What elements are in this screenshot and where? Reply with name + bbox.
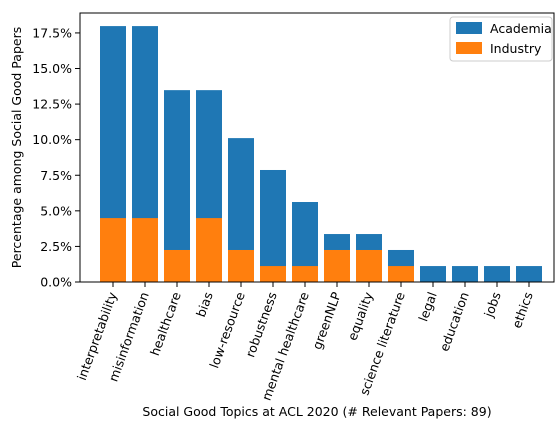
bar-academia-legal xyxy=(420,266,446,282)
bars xyxy=(100,26,542,283)
x-tick-label: bias xyxy=(193,290,216,319)
y-tick-label: 2.5% xyxy=(40,239,72,254)
x-axis: interpretabilitymisinformationhealthcare… xyxy=(74,282,536,403)
bar-industry-robustness xyxy=(260,266,286,282)
bar-industry-equality xyxy=(356,249,382,282)
x-tick-label: jobs xyxy=(481,290,504,320)
x-tick-label: robustness xyxy=(242,290,279,359)
y-tick-label: 5.0% xyxy=(40,203,72,218)
legend-swatch-industry xyxy=(456,42,482,54)
bar-industry-healthcare xyxy=(164,249,190,282)
bar-industry-mental-healthcare xyxy=(292,266,318,282)
legend: Academia Industry xyxy=(449,16,553,62)
bar-academia-jobs xyxy=(484,266,510,282)
y-tick-label: 12.5% xyxy=(32,97,72,112)
bar-academia-education xyxy=(452,266,478,282)
legend-swatch-academia xyxy=(456,22,482,34)
x-axis-label: Social Good Topics at ACL 2020 (# Releva… xyxy=(142,404,491,419)
bar-industry-greenNLP xyxy=(324,249,350,282)
plot-frame xyxy=(79,12,555,283)
bar-academia-ethics xyxy=(516,266,542,282)
y-tick-label: 15.0% xyxy=(32,61,72,76)
y-tick-label: 0.0% xyxy=(40,275,72,290)
legend-label-industry: Industry xyxy=(490,41,542,56)
bar-academia-robustness xyxy=(260,169,286,282)
y-tick-label: 7.5% xyxy=(40,168,72,183)
x-tick-label: equality xyxy=(344,289,376,342)
bar-industry-science-literature xyxy=(388,266,414,282)
y-tick-label: 17.5% xyxy=(32,25,72,40)
x-tick-label: greenNLP xyxy=(309,289,344,351)
y-tick-label: 10.0% xyxy=(32,132,72,147)
x-tick-label: ethics xyxy=(509,290,536,330)
bar-industry-bias xyxy=(196,218,222,282)
x-tick-label: healthcare xyxy=(147,290,184,358)
x-tick-label: education xyxy=(437,290,472,353)
bar-industry-interpretability xyxy=(100,218,126,282)
bar-industry-misinformation xyxy=(132,218,158,282)
bar-industry-low-resource xyxy=(228,249,254,282)
x-tick-label: legal xyxy=(415,290,439,324)
legend-label-academia: Academia xyxy=(490,21,552,36)
y-axis: 0.0% 2.5% 5.0% 7.5% 10.0% 12.5% 15.0% 17.5% xyxy=(32,25,80,290)
y-axis-label: Percentage among Social Good Papers xyxy=(9,27,24,268)
